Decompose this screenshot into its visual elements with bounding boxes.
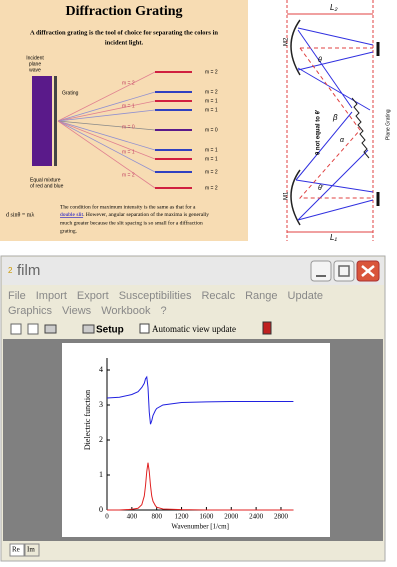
screen: Diffraction Grating A diffraction gratin… <box>0 0 397 562</box>
x-tick-label: 800 <box>151 513 162 521</box>
order-label: m = 1 <box>205 98 218 104</box>
m2-label: M2 <box>284 37 290 46</box>
y-axis-label: Dielectric function <box>83 390 92 450</box>
menu-item[interactable]: Import <box>36 290 67 302</box>
menu-item[interactable]: Range <box>245 290 277 302</box>
text-line: The condition for maximum intensity is t… <box>60 203 196 210</box>
theta-label: θ <box>318 57 322 64</box>
menu-item[interactable]: File <box>8 290 26 302</box>
grating <box>54 76 57 166</box>
maximize-button[interactable] <box>334 261 354 281</box>
panel-title: Diffraction Grating <box>65 4 182 19</box>
theta-prime-label: θ' <box>318 185 324 192</box>
minimize-button[interactable] <box>311 261 331 281</box>
menu-item[interactable]: Susceptibilities <box>119 290 192 302</box>
menu-item[interactable]: Workbook <box>101 305 151 317</box>
alpha-label: α <box>340 137 345 144</box>
tab-label[interactable]: Im <box>27 546 35 554</box>
incident-label: wave <box>29 67 41 73</box>
text-line: much greater because the slit spacing is… <box>60 219 203 226</box>
order-label: m = 0 <box>122 124 135 130</box>
order-label: m = 1 <box>205 156 218 162</box>
checkbox-label: Automatic view update <box>152 324 236 334</box>
x-tick-label: 1600 <box>199 513 214 521</box>
menu-item[interactable]: ? <box>161 305 167 317</box>
beta-label: β <box>332 113 338 122</box>
app-icon: 2 <box>8 266 13 275</box>
y-tick-label: 1 <box>99 470 103 479</box>
order-label: m = 2 <box>205 185 218 191</box>
tab-label[interactable]: Re <box>12 546 20 554</box>
stop-button[interactable] <box>263 322 271 334</box>
text-line: . However, angular separation of the max… <box>83 211 209 218</box>
checkbox[interactable] <box>140 324 149 333</box>
menu-item[interactable]: Export <box>77 290 109 302</box>
y-tick-label: 4 <box>99 365 103 374</box>
mixture-label: of red and blue <box>30 183 64 189</box>
menu-item[interactable]: Update <box>288 290 323 302</box>
menu-item[interactable]: Graphics <box>8 305 53 317</box>
page: Diffraction Grating A diffraction gratin… <box>0 0 397 562</box>
y-tick-label: 3 <box>99 400 103 409</box>
x-tick-label: 1200 <box>175 513 190 521</box>
menu-item[interactable]: Recalc <box>201 290 235 302</box>
order-label: m = 2 <box>205 69 218 75</box>
formula: d sinθ = mλ <box>6 212 34 218</box>
grating-label: Plane Grating <box>385 109 391 140</box>
l1-label: L₁ <box>330 233 337 242</box>
m1-label: M1 <box>284 191 290 200</box>
x-tick-label: 2800 <box>274 513 289 521</box>
order-label: m = 1 <box>122 103 135 109</box>
setup-button[interactable]: Setup <box>96 325 124 336</box>
l2-label: L₂ <box>330 3 338 12</box>
theta-note: θ not equal to θ' <box>316 109 322 155</box>
y-tick-label: 0 <box>99 505 103 514</box>
x-tick-label: 0 <box>105 513 109 521</box>
order-label: m = 2 <box>122 80 135 86</box>
order-label: m = 1 <box>205 147 218 153</box>
x-tick-label: 2400 <box>249 513 264 521</box>
text-line: grating. <box>60 228 78 234</box>
menu-item[interactable]: Views <box>62 305 92 317</box>
subtitle: incident light. <box>105 39 144 46</box>
x-axis-label: Wavenumber [1/cm] <box>171 523 229 531</box>
subtitle: A diffraction grating is the tool of cho… <box>30 29 218 36</box>
order-label: m = 1 <box>205 107 218 113</box>
plane-wave <box>32 76 52 166</box>
x-tick-label: 2000 <box>224 513 239 521</box>
grating-label: Grating <box>62 90 79 96</box>
order-label: m = 0 <box>205 127 218 133</box>
order-label: m = 1 <box>122 149 135 155</box>
text-line: double slit. However, angular separation… <box>60 211 209 218</box>
window-title: film <box>17 262 40 279</box>
y-tick-label: 2 <box>99 435 103 444</box>
order-label: m = 2 <box>205 89 218 95</box>
link[interactable]: double slit <box>60 212 84 218</box>
order-label: m = 2 <box>205 169 218 175</box>
x-tick-label: 400 <box>127 513 138 521</box>
order-label: m = 2 <box>122 172 135 178</box>
